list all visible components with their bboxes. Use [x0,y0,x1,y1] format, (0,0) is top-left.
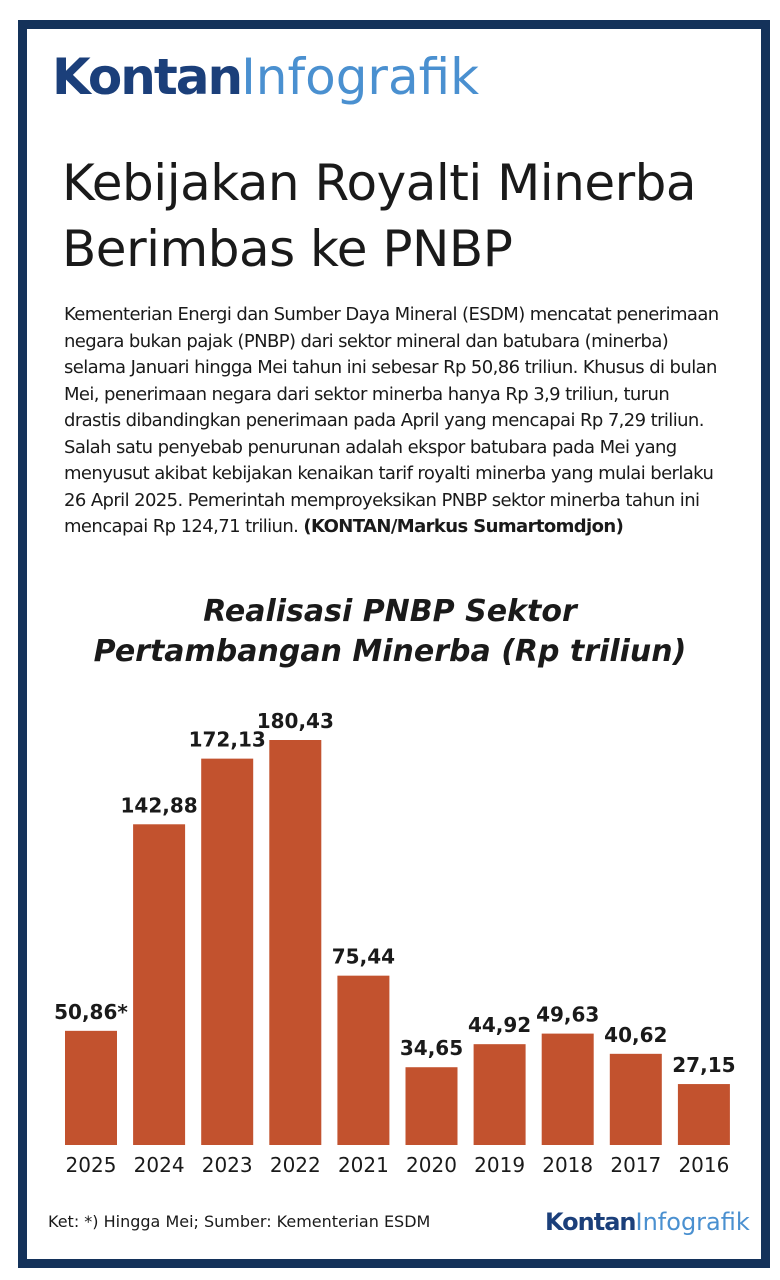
paragraph-text: Kementerian Energi dan Sumber Daya Miner… [64,304,719,537]
bar [541,1033,594,1145]
credit: (KONTAN/Markus Sumartomdjon) [303,516,624,537]
footnote: Ket: *) Hingga Mei; Sumber: Kementerian … [48,1212,431,1231]
value-label: 142,88 [121,793,198,817]
brand-part: Infografik [635,1208,750,1236]
bar [609,1053,662,1145]
bar [133,824,186,1145]
paragraph: Kementerian Energi dan Sumber Daya Miner… [64,302,724,541]
value-label: 180,43 [257,709,334,733]
x-tick-label: 2022 [270,1153,321,1177]
x-tick-label: 2019 [474,1153,525,1177]
footer-logo: KontanInfografik [545,1208,750,1236]
chart-title: Realisasi PNBP Sektor Pertambangan Miner… [93,594,687,669]
brand-part: Kontan [545,1208,637,1236]
x-tick-label: 2017 [610,1153,661,1177]
value-label: 172,13 [189,728,266,752]
headline: Kebijakan Royalti Minerba Berimbas ke PN… [62,154,697,278]
bar [65,1030,117,1145]
bar [677,1084,730,1145]
value-label: 75,44 [332,945,395,969]
brand-logo: KontanInfografik [52,52,479,102]
x-tick-label: 2025 [66,1153,117,1177]
x-tick-label: 2016 [678,1153,729,1177]
x-tick-label: 2020 [406,1153,457,1177]
brand-part: Infografik [241,48,480,106]
bar [269,740,322,1145]
value-label: 27,15 [672,1053,735,1077]
bar [201,758,254,1145]
value-label: 40,62 [604,1023,667,1047]
bar [473,1044,526,1145]
value-label: 49,63 [536,1003,599,1027]
x-tick-label: 2018 [542,1153,593,1177]
bar [405,1067,458,1145]
value-label: 34,65 [400,1036,463,1060]
x-tick-label: 2024 [134,1153,185,1177]
x-tick-label: 2023 [202,1153,253,1177]
bar [337,975,390,1145]
x-tick-label: 2021 [338,1153,389,1177]
value-label: 44,92 [468,1013,531,1037]
value-label: 50,86* [54,1000,128,1024]
brand-part: Kontan [52,48,243,106]
